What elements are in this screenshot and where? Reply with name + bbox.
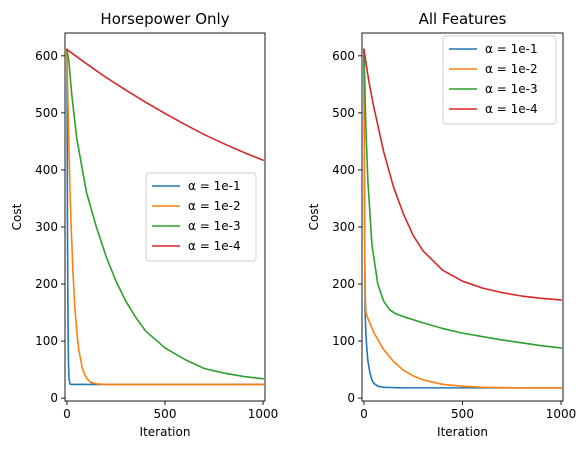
chart-panel-2: All Features 0 500 1000 0 100 200 300 400 500 600 I…	[307, 10, 576, 439]
legend-label-2: α = 1e-2	[188, 199, 241, 213]
y-tick-label: 100	[332, 334, 355, 348]
legend: α = 1e-1 α = 1e-2 α = 1e-3 α = 1e-4	[145, 172, 257, 262]
x-tick-label: 1000	[248, 407, 279, 421]
y-tick-label: 600	[332, 49, 355, 63]
y-tick-label: 100	[35, 334, 58, 348]
legend-label-3: α = 1e-3	[485, 82, 538, 96]
chart-title: Horsepower Only	[100, 10, 229, 28]
series-line-3	[66, 48, 264, 380]
legend-box	[442, 35, 557, 125]
y-axis-label: Cost	[10, 203, 24, 230]
y-tick-label: 200	[35, 277, 58, 291]
series-line-2	[66, 48, 264, 386]
legend: α = 1e-1 α = 1e-2 α = 1e-3 α = 1e-4	[442, 35, 557, 125]
series-line-4	[363, 48, 562, 301]
y-tick-label: 300	[35, 220, 58, 234]
x-tick-label: 0	[360, 407, 368, 421]
legend-label-3: α = 1e-3	[188, 219, 241, 233]
x-tick-label: 0	[63, 407, 71, 421]
series-line-1	[66, 48, 264, 386]
y-tick-label: 300	[332, 220, 355, 234]
x-tick-label: 500	[154, 407, 177, 421]
x-tick-label: 500	[451, 407, 474, 421]
x-axis-label: Iteration	[437, 425, 488, 439]
y-tick-label: 200	[332, 277, 355, 291]
chart-panel-1: Horsepower Only 0 500 1000 0 100 200 300 400 500 6…	[10, 10, 278, 439]
series-lines	[363, 48, 562, 389]
series-line-4	[65, 48, 265, 162]
y-tick-label: 400	[332, 163, 355, 177]
y-tick-label: 600	[35, 49, 58, 63]
legend-label-2: α = 1e-2	[485, 62, 538, 76]
legend-label-4: α = 1e-4	[485, 102, 538, 116]
y-tick-label: 500	[332, 106, 355, 120]
series-line-2	[363, 48, 562, 389]
legend-label-1: α = 1e-1	[485, 42, 538, 56]
y-tick-label: 0	[347, 391, 355, 405]
y-axis-label: Cost	[307, 203, 321, 230]
chart-title: All Features	[419, 10, 507, 28]
y-tick-label: 400	[35, 163, 58, 177]
legend-label-4: α = 1e-4	[188, 239, 241, 253]
y-tick-label: 500	[35, 106, 58, 120]
legend-box	[145, 172, 257, 262]
legend-label-1: α = 1e-1	[188, 179, 241, 193]
y-tick-label: 0	[50, 391, 58, 405]
x-axis-label: Iteration	[140, 425, 191, 439]
series-lines	[65, 48, 265, 386]
series-line-3	[363, 48, 562, 349]
x-tick-label: 1000	[546, 407, 577, 421]
